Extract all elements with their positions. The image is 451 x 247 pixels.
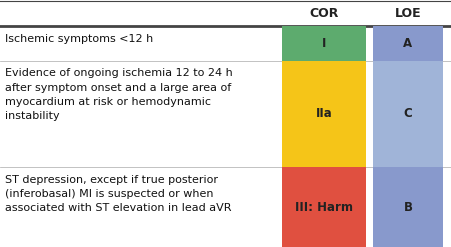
Text: myocardium at risk or hemodynamic: myocardium at risk or hemodynamic: [5, 97, 211, 107]
Text: B: B: [403, 201, 411, 214]
Text: III: Harm: III: Harm: [295, 201, 353, 214]
Text: (inferobasal) MI is suspected or when: (inferobasal) MI is suspected or when: [5, 189, 213, 199]
Text: LOE: LOE: [394, 7, 420, 20]
Text: associated with ST elevation in lead aVR: associated with ST elevation in lead aVR: [5, 203, 231, 213]
Text: I: I: [322, 37, 326, 50]
Text: IIa: IIa: [315, 107, 332, 120]
Text: A: A: [402, 37, 412, 50]
Bar: [372, 26, 442, 61]
Text: ST depression, except if true posterior: ST depression, except if true posterior: [5, 175, 218, 185]
Text: instability: instability: [5, 111, 60, 121]
Bar: [282, 61, 365, 167]
Text: COR: COR: [309, 7, 338, 20]
Text: Evidence of ongoing ischemia 12 to 24 h: Evidence of ongoing ischemia 12 to 24 h: [5, 68, 233, 78]
Bar: [282, 26, 365, 61]
Text: C: C: [403, 107, 411, 120]
Text: Ischemic symptoms <12 h: Ischemic symptoms <12 h: [5, 34, 153, 44]
Bar: [282, 167, 365, 247]
Bar: [372, 167, 442, 247]
Bar: [372, 61, 442, 167]
Text: after symptom onset and a large area of: after symptom onset and a large area of: [5, 83, 231, 93]
